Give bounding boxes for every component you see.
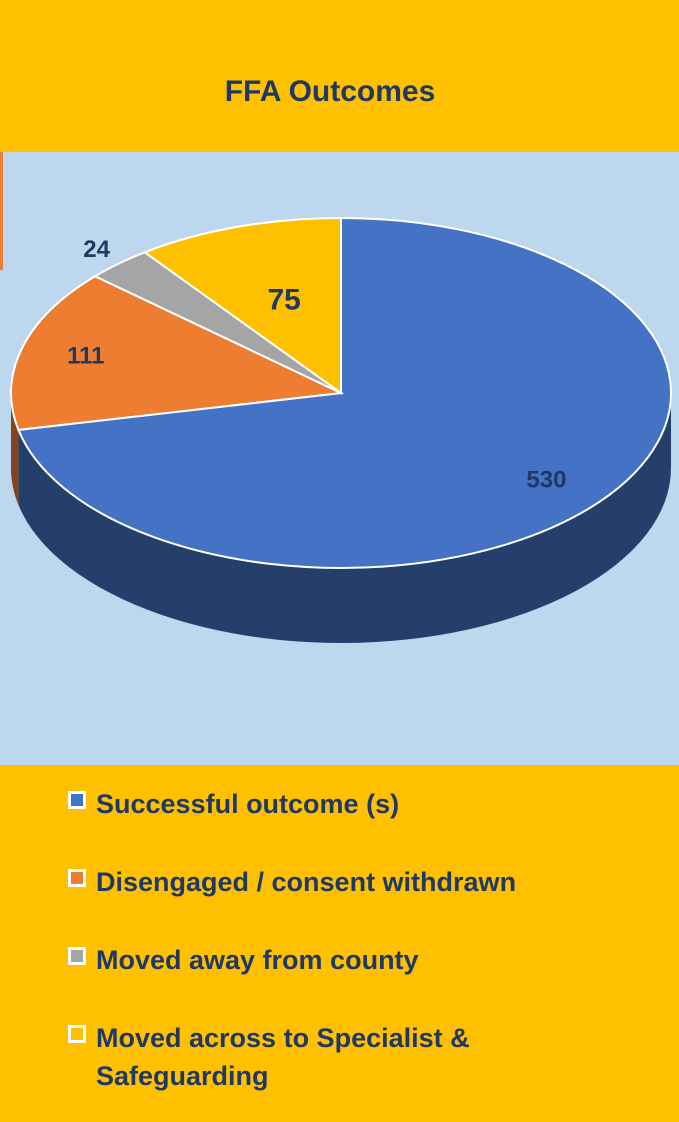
- slice-side: [11, 393, 19, 505]
- legend-swatch: [68, 947, 86, 965]
- chart: FFA Outcomes 530 111 24 75: [0, 75, 679, 765]
- legend-label: Successful outcome (s): [96, 789, 400, 819]
- legend-label: Disengaged / consent withdrawn: [96, 867, 517, 897]
- slice: [16, 216, 672, 569]
- chart-title: FFA Outcomes: [225, 75, 436, 108]
- data-label: 111: [67, 342, 104, 369]
- legend-item: Successful outcome (s): [68, 785, 648, 823]
- legend-item: Moved across to Specialist & Safeguardin…: [68, 1019, 648, 1095]
- data-label: 530: [526, 466, 566, 493]
- legend-swatch: [68, 1025, 86, 1043]
- legend-swatch: [68, 869, 86, 887]
- legend-swatch: [68, 791, 86, 809]
- data-label: 24: [83, 236, 110, 263]
- data-label: 75: [267, 284, 300, 317]
- edge-strip: [0, 152, 3, 270]
- slice-side: [18, 393, 671, 643]
- legend-label: Moved across to Specialist & Safeguardin…: [96, 1023, 470, 1091]
- legend: Successful outcome (s) Disengaged / conse…: [68, 785, 648, 1122]
- legend-item: Disengaged / consent withdrawn: [68, 863, 648, 901]
- slice: [10, 275, 345, 431]
- legend-item: Moved away from county: [68, 941, 648, 979]
- slice: [142, 216, 342, 395]
- legend-label: Moved away from county: [96, 945, 419, 975]
